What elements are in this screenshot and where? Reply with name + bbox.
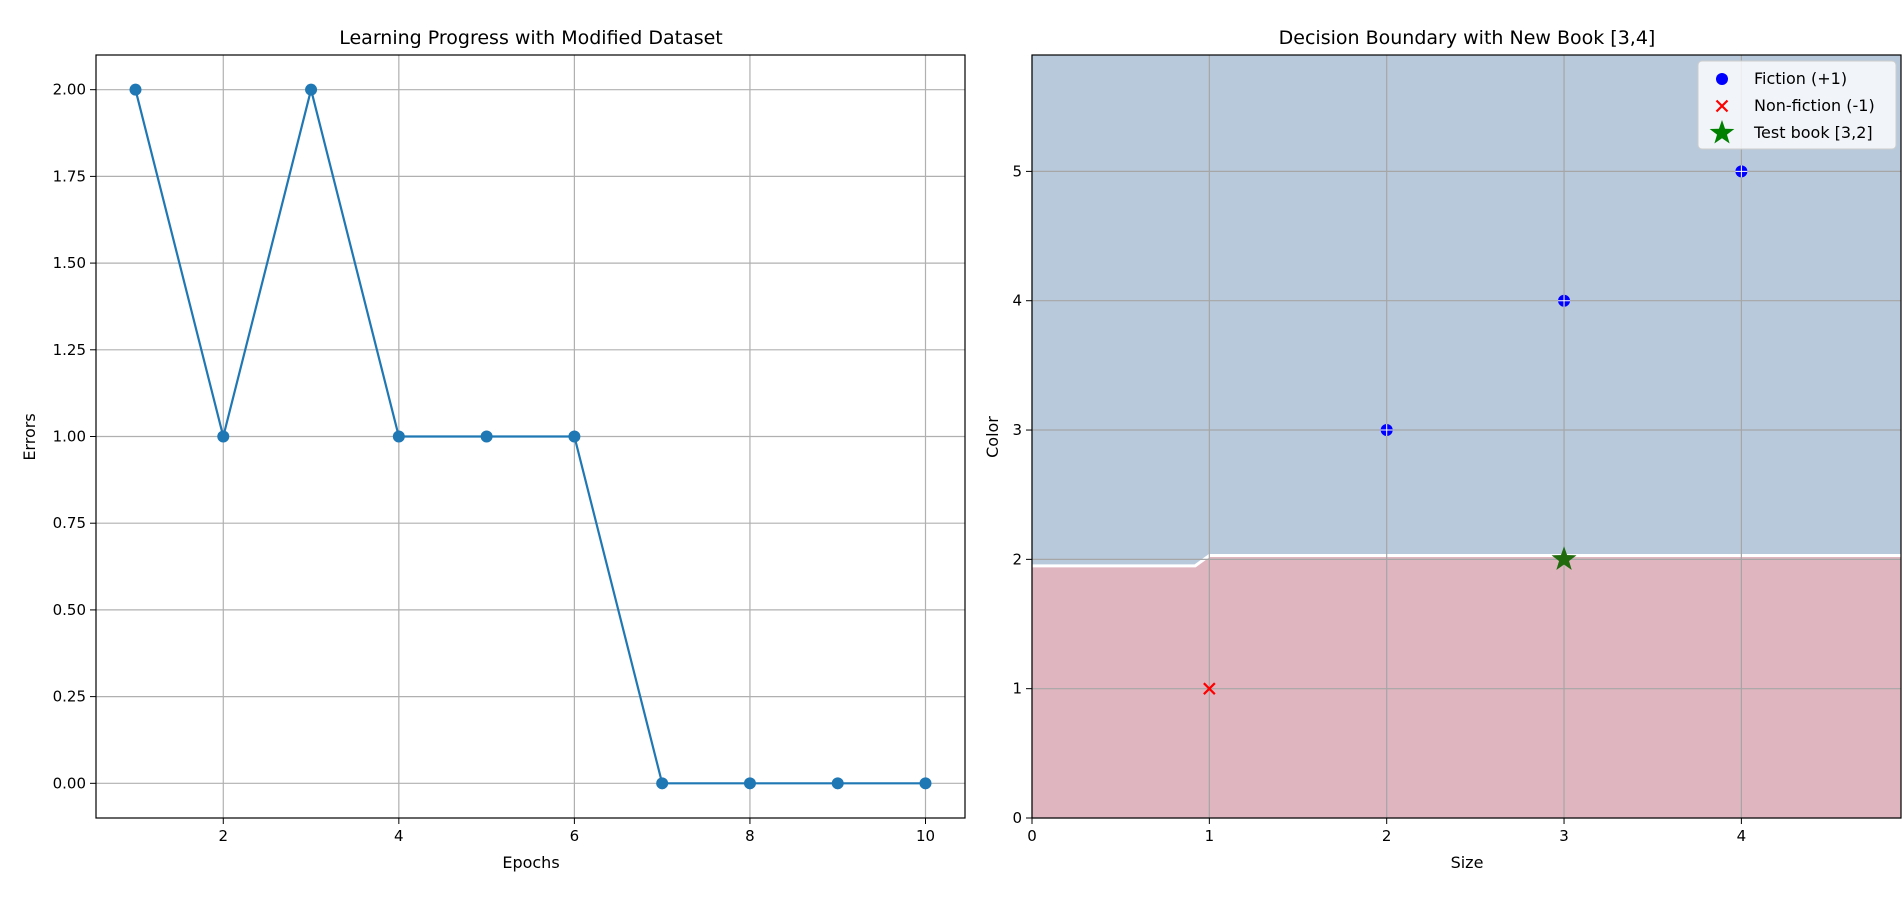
- chart1-y-ticks: 0.00 0.25 0.50 0.75 1.00 1.25 1.50 1.75 2.00: [53, 81, 96, 792]
- errors-data-point: [743, 777, 756, 790]
- fiction-region: [1032, 55, 1901, 566]
- chart1-y-tick-label: 0.25: [53, 688, 86, 706]
- chart1-series-line: [134, 89, 926, 785]
- chart2-x-axis-label: Size: [1451, 853, 1484, 872]
- errors-data-point: [656, 777, 669, 790]
- chart2-y-tick-label: 5: [1012, 162, 1022, 180]
- errors-line: [134, 89, 926, 785]
- test-book-legend-marker: [1709, 120, 1735, 144]
- errors-data-point: [217, 430, 230, 443]
- chart2-x-tick-label: 4: [1737, 827, 1747, 845]
- chart2-y-tick-label: 4: [1012, 292, 1022, 310]
- legend-label: Fiction (+1): [1754, 69, 1847, 88]
- chart2-plot-frame: [1031, 54, 1902, 819]
- chart1-data-points: [129, 83, 932, 790]
- chart2-y-tick-label: 3: [1012, 421, 1022, 439]
- chart1-x-ticks: 2 4 6 8 10: [219, 818, 935, 845]
- chart1-y-tick-label: 1.50: [53, 254, 86, 272]
- chart2-y-axis-label: Color: [983, 416, 1002, 458]
- chart2-decision-regions: [1032, 55, 1901, 818]
- chart2-x-tick-label: 2: [1382, 827, 1392, 845]
- decision-boundary-chart: Decision Boundary with New Book [3,4] 0 1…: [983, 27, 1902, 872]
- chart2-title: Decision Boundary with New Book [3,4]: [1279, 27, 1656, 49]
- chart1-y-tick-label: 1.00: [53, 428, 86, 446]
- errors-data-point: [831, 777, 844, 790]
- test-book-shadow: [1551, 546, 1577, 570]
- chart1-title: Learning Progress with Modified Dataset: [339, 27, 723, 49]
- legend-label: Non-fiction (-1): [1754, 96, 1875, 115]
- chart2-legend: Fiction (+1) Non-fiction (-1) Test book [3…: [1697, 60, 1897, 150]
- chart2-y-ticks: 0 1 2 3 4 5: [1012, 162, 1032, 827]
- chart1-y-tick-label: 1.25: [53, 341, 86, 359]
- chart1-x-tick-label: 10: [916, 827, 935, 845]
- chart2-y-tick-label: 2: [1012, 550, 1022, 568]
- chart1-y-tick-label: 0.50: [53, 601, 86, 619]
- chart2-x-tick-label: 3: [1559, 827, 1569, 845]
- errors-data-point: [129, 83, 142, 96]
- chart1-x-tick-label: 6: [570, 827, 580, 845]
- non-fiction-region: [1032, 555, 1901, 818]
- chart2-x-tick-label: 0: [1027, 827, 1037, 845]
- chart2-x-tick-label: 1: [1205, 827, 1215, 845]
- point-grid-crosshair: [1380, 424, 1393, 437]
- chart1-x-tick-label: 4: [394, 827, 404, 845]
- errors-data-point: [568, 430, 581, 443]
- chart1-y-tick-label: 0.00: [53, 774, 86, 792]
- chart1-x-tick-label: 8: [745, 827, 755, 845]
- non-fiction-data-point: [1203, 682, 1216, 695]
- legend-label: Test book [3,2]: [1753, 123, 1873, 142]
- chart2-data-points: [1203, 165, 1748, 695]
- chart1-y-axis-label: Errors: [20, 413, 39, 460]
- errors-data-point: [392, 430, 405, 443]
- chart1-x-axis-label: Epochs: [502, 853, 559, 872]
- chart2-y-tick-label: 0: [1012, 809, 1022, 827]
- chart2-x-ticks: 0 1 2 3 4: [1027, 818, 1746, 845]
- chart1-y-tick-label: 1.75: [53, 167, 86, 185]
- point-grid-crosshair: [1735, 165, 1748, 178]
- errors-data-point: [919, 777, 932, 790]
- chart2-y-tick-label: 1: [1012, 680, 1022, 698]
- errors-data-point: [480, 430, 493, 443]
- chart1-y-tick-label: 2.00: [53, 81, 86, 99]
- point-grid-crosshair: [1558, 294, 1571, 307]
- chart1-x-tick-label: 2: [219, 827, 229, 845]
- fiction-legend-marker: [1716, 73, 1728, 85]
- chart1-y-tick-label: 0.75: [53, 514, 86, 532]
- errors-line-chart: Learning Progress with Modified Dataset …: [20, 27, 966, 872]
- chart1-grid: [96, 55, 965, 818]
- legend-box: [1697, 60, 1897, 150]
- errors-data-point: [305, 83, 318, 96]
- non-fiction-legend-marker: [1715, 99, 1729, 113]
